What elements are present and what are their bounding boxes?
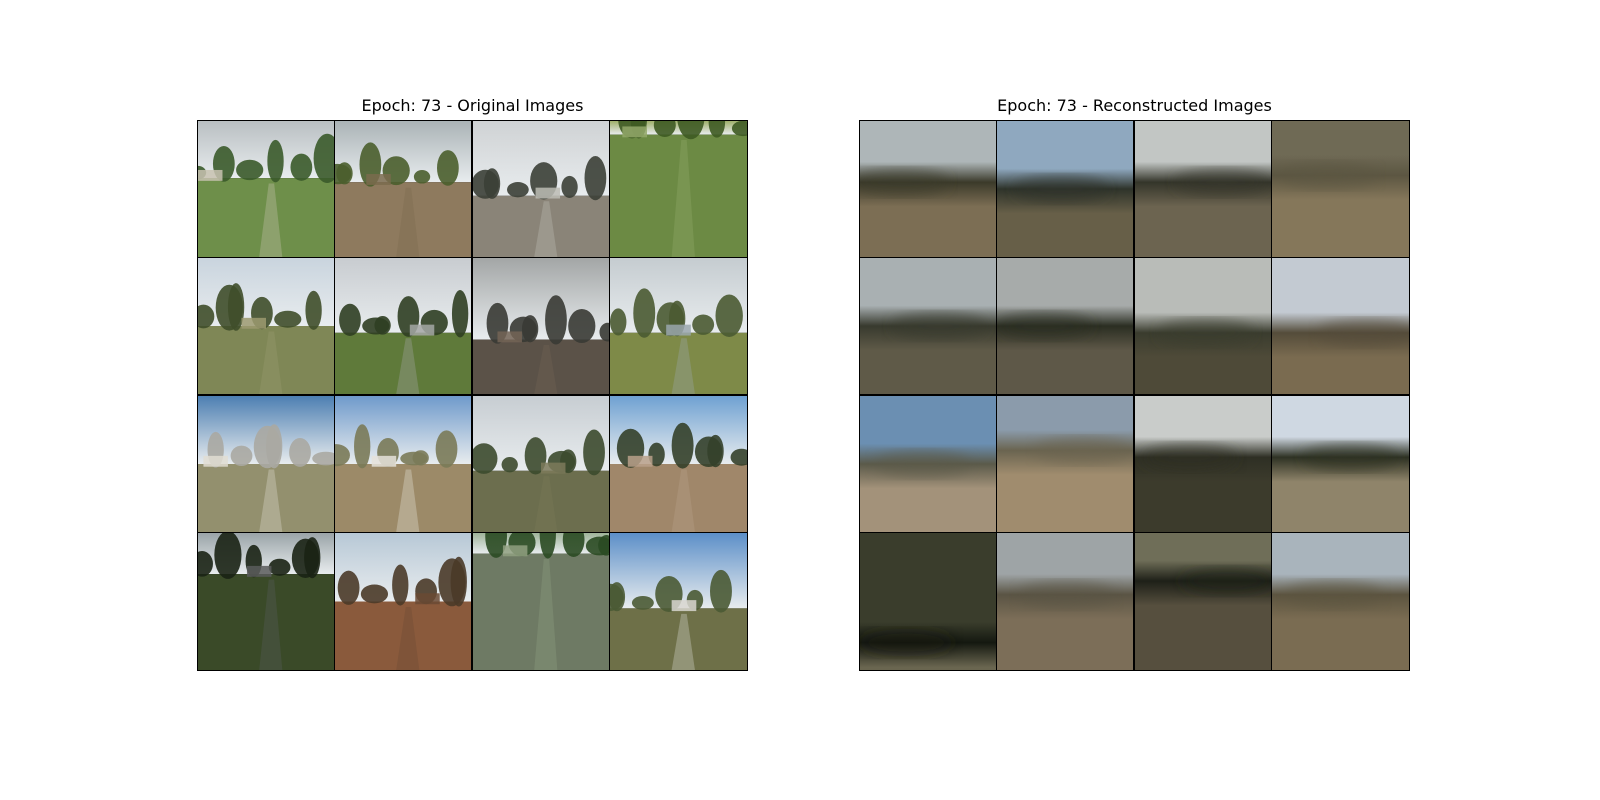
house-driveway-tile <box>472 121 610 258</box>
dense-shrubs-tile <box>609 121 747 258</box>
original-images-title: Epoch: 73 - Original Images <box>361 96 584 115</box>
blurred-tile <box>860 395 997 533</box>
reconstructed-images-grid <box>859 120 1410 671</box>
blurred-tile <box>1134 532 1272 670</box>
house-yard-tile <box>335 395 473 533</box>
townhouses-tile <box>198 395 335 533</box>
blurred-tile <box>1271 395 1409 533</box>
blurred-tile <box>997 395 1135 533</box>
overcast-field-tile <box>472 395 610 533</box>
blurred-tile <box>1134 395 1272 533</box>
cloudy-pines-tile <box>198 258 335 396</box>
dry-field-tile <box>609 395 747 533</box>
blurred-tile <box>1134 121 1272 258</box>
tree-clearing-tile <box>335 121 473 258</box>
blurred-tile <box>997 532 1135 670</box>
tree-guardrail-tile <box>335 258 473 396</box>
blurred-tile <box>1271 121 1409 258</box>
road-field-tile <box>198 121 335 258</box>
blurred-tile <box>1271 258 1409 396</box>
blurred-tile <box>1134 258 1272 396</box>
dark-forest-road-tile <box>198 532 335 670</box>
white-house-tile <box>609 532 747 670</box>
original-images-grid <box>197 120 748 671</box>
blurred-tile <box>997 258 1135 396</box>
lake-field-tile <box>609 258 747 396</box>
pine-dirt-road-tile <box>335 532 473 670</box>
blurred-tile <box>860 532 997 670</box>
blurred-tile <box>860 258 997 396</box>
green-canopy-tile <box>472 532 610 670</box>
blurred-tile <box>860 121 997 258</box>
dark-trees-road-tile <box>472 258 610 396</box>
reconstructed-images-title: Epoch: 73 - Reconstructed Images <box>997 96 1272 115</box>
blurred-tile <box>1271 532 1409 670</box>
blurred-tile <box>997 121 1135 258</box>
